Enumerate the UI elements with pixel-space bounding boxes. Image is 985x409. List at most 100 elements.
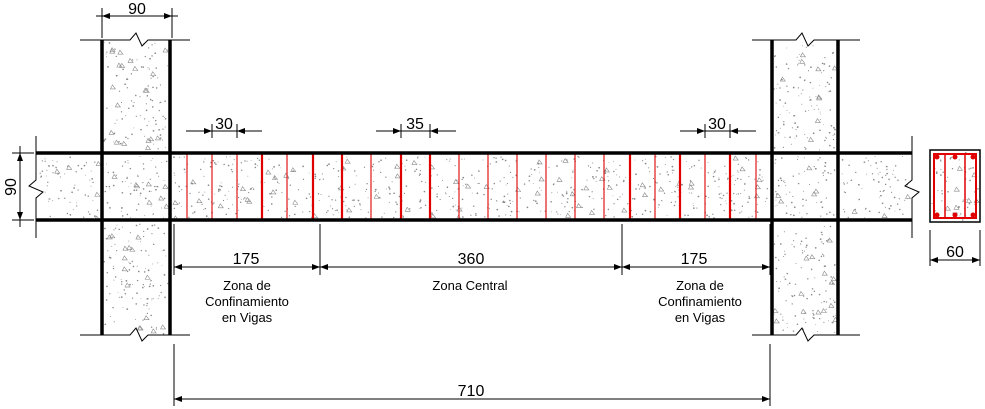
aggregate-dot <box>879 190 881 193</box>
aggregate-dot <box>733 209 736 212</box>
aggregate-dot <box>117 292 119 293</box>
aggregate-dot <box>656 182 658 184</box>
aggregate-dot <box>830 276 832 278</box>
aggregate-dot <box>773 243 776 245</box>
aggregate-dot <box>791 295 794 298</box>
aggregate-dot <box>931 203 933 205</box>
aggregate-dot <box>528 180 531 182</box>
aggregate-dot <box>106 285 108 288</box>
aggregate-dot <box>148 285 151 288</box>
aggregate-dot <box>116 224 118 226</box>
aggregate-dot <box>69 156 71 158</box>
aggregate-dot <box>116 119 118 121</box>
aggregate-dot <box>833 299 835 301</box>
aggregate-dot <box>503 195 506 198</box>
aggregate-dot <box>779 87 781 89</box>
aggregate-dot <box>799 76 802 79</box>
aggregate-dot <box>420 206 422 209</box>
aggregate-dot <box>799 212 801 214</box>
aggregate-dot <box>193 211 196 213</box>
aggregate-dot <box>686 161 688 162</box>
aggregate-dot <box>829 144 831 147</box>
aggregate-dot <box>179 156 181 158</box>
aggregate-dot <box>359 203 361 205</box>
aggregate-dot <box>139 155 141 157</box>
aggregate-dot <box>880 160 882 163</box>
aggregate-dot <box>788 112 790 114</box>
aggregate-dot <box>178 185 180 188</box>
aggregate-dot <box>356 175 358 177</box>
aggregate-dot <box>190 205 193 207</box>
aggregate-dot <box>416 157 419 159</box>
aggregate-dot <box>829 211 831 214</box>
aggregate-triangle <box>800 308 807 314</box>
aggregate-dot <box>619 164 621 167</box>
aggregate-dot <box>843 211 846 213</box>
aggregate-dot <box>708 215 710 218</box>
aggregate-triangle <box>820 308 828 313</box>
aggregate-dot <box>757 161 759 163</box>
aggregate-dot <box>884 206 886 208</box>
aggregate-triangle <box>146 199 153 205</box>
aggregate-dot <box>581 188 583 191</box>
aggregate-dot <box>436 193 438 195</box>
arrowhead <box>102 13 110 19</box>
aggregate-dot <box>118 296 120 298</box>
aggregate-dot <box>103 42 105 44</box>
aggregate-dot <box>137 203 140 205</box>
aggregate-dot <box>775 191 777 193</box>
aggregate-dot <box>146 125 148 127</box>
aggregate-dot <box>960 213 962 215</box>
aggregate-dot <box>940 159 942 161</box>
aggregate-dot <box>129 232 131 234</box>
aggregate-dot <box>449 158 451 160</box>
aggregate-dot <box>604 169 607 172</box>
aggregate-dot <box>125 279 128 282</box>
aggregate-dot <box>675 186 677 188</box>
aggregate-dot <box>802 205 804 207</box>
aggregate-triangle <box>832 65 839 71</box>
aggregate-triangle <box>121 266 128 272</box>
aggregate-dot <box>379 171 382 174</box>
aggregate-dot <box>688 192 690 194</box>
aggregate-dot <box>264 181 266 183</box>
aggregate-dot <box>203 175 205 177</box>
aggregate-dot <box>154 166 157 168</box>
aggregate-dot <box>961 219 964 221</box>
aggregate-dot <box>115 174 117 176</box>
aggregate-dot <box>784 181 786 184</box>
aggregate-dot <box>112 306 114 309</box>
aggregate-dot <box>775 267 778 270</box>
aggregate-dot <box>212 203 214 205</box>
aggregate-dot <box>805 199 807 201</box>
aggregate-triangle <box>808 136 815 142</box>
aggregate-dot <box>572 194 574 196</box>
aggregate-dot <box>142 188 145 190</box>
aggregate-dot <box>548 166 550 168</box>
aggregate-dot <box>902 213 904 215</box>
aggregate-dot <box>773 88 775 90</box>
aggregate-triangle <box>373 193 380 199</box>
aggregate-dot <box>821 302 822 304</box>
aggregate-dot <box>151 191 153 193</box>
aggregate-triangle <box>621 207 628 213</box>
aggregate-dot <box>714 180 716 182</box>
aggregate-dot <box>784 278 787 281</box>
aggregate-dot <box>644 162 647 165</box>
aggregate-triangle <box>905 193 912 199</box>
aggregate-dot <box>232 204 234 206</box>
aggregate-dot <box>539 172 540 174</box>
aggregate-dot <box>417 156 419 158</box>
aggregate-dot <box>689 168 691 170</box>
aggregate-triangle <box>821 270 828 276</box>
aggregate-dot <box>776 88 777 89</box>
aggregate-dot <box>802 250 804 252</box>
aggregate-dot <box>146 312 149 315</box>
aggregate-dot <box>139 192 142 195</box>
aggregate-dot <box>288 177 290 179</box>
aggregate-dot <box>672 158 675 161</box>
aggregate-dot <box>476 192 479 195</box>
aggregate-dot <box>346 209 348 211</box>
aggregate-dot <box>112 265 114 267</box>
aggregate-dot <box>183 156 185 158</box>
